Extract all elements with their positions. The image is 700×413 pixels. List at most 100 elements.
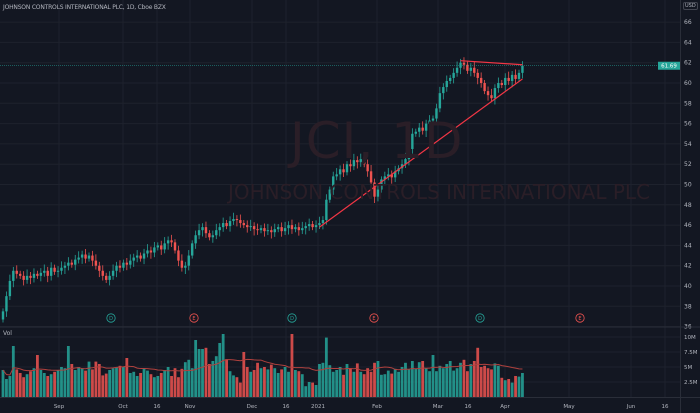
candle: [101, 270, 104, 276]
candle: [184, 265, 187, 268]
currency-button[interactable]: USD: [683, 2, 698, 10]
candle: [469, 67, 473, 71]
volume-bar: [238, 382, 242, 397]
volume-bar: [194, 340, 198, 397]
volume-bar: [152, 377, 156, 397]
volume-bar: [149, 374, 153, 397]
volume-bar: [204, 347, 208, 397]
candle: [342, 169, 345, 173]
candle: [201, 227, 204, 231]
volume-bar: [190, 368, 194, 397]
price-tick-label: 54: [684, 141, 692, 148]
candle: [111, 270, 115, 276]
volume-bar: [510, 382, 514, 397]
volume-bar: [407, 369, 411, 397]
volume-bar: [263, 367, 266, 397]
volume-bar: [1, 370, 5, 397]
volume-bar: [49, 374, 53, 397]
volume-bar: [300, 374, 304, 397]
volume-bar: [448, 361, 452, 397]
volume-bar: [245, 367, 249, 397]
candle: [25, 275, 29, 280]
candle: [359, 159, 362, 163]
volume-bar: [197, 349, 201, 397]
volume-bar: [66, 346, 70, 397]
candle: [12, 270, 15, 281]
candle: [49, 267, 53, 276]
volume-bar: [373, 362, 376, 397]
volume-bar: [11, 346, 15, 397]
price-tick-label: 50: [684, 182, 692, 189]
volume-bar: [338, 367, 342, 397]
candle: [122, 262, 125, 268]
candle: [352, 160, 356, 167]
time-axis-label: 16: [662, 404, 669, 410]
volume-bar: [91, 369, 94, 397]
candle: [497, 83, 500, 89]
dividend-event-icon[interactable]: [475, 313, 485, 323]
volume-bar: [39, 370, 43, 397]
time-axis-label: Oct: [118, 404, 128, 410]
volume-bar: [349, 368, 352, 397]
earnings-event-icon[interactable]: [369, 313, 379, 323]
candle: [449, 77, 452, 81]
candle: [479, 77, 483, 83]
candle: [510, 74, 514, 81]
candle: [80, 254, 84, 258]
time-axis-label: Feb: [372, 404, 382, 410]
volume-bar: [252, 370, 256, 397]
candle: [163, 243, 166, 250]
dividend-event-icon[interactable]: [106, 313, 116, 323]
candle: [283, 228, 287, 232]
candle: [442, 87, 445, 94]
volume-bar: [63, 368, 67, 397]
volume-bar: [201, 349, 204, 397]
volume-bar: [276, 373, 280, 397]
volume-bar: [304, 386, 308, 397]
volume-bar: [441, 368, 445, 397]
volume-bar: [445, 364, 449, 397]
earnings-event-icon[interactable]: [575, 313, 585, 323]
trendline[interactable]: [319, 78, 523, 228]
candle: [466, 64, 469, 71]
candle: [36, 273, 39, 276]
trendline[interactable]: [460, 60, 523, 66]
volume-bar: [177, 377, 180, 397]
candle: [191, 243, 194, 256]
candle: [307, 224, 311, 227]
volume-bar: [290, 334, 294, 397]
volume-bar: [77, 367, 81, 397]
volume-bar: [170, 376, 173, 397]
volume-bar: [483, 365, 486, 397]
dividend-event-icon[interactable]: [287, 313, 297, 323]
candle: [311, 224, 314, 228]
volume-bar: [414, 368, 418, 397]
candle: [473, 67, 476, 73]
volume-bar: [435, 371, 438, 397]
candle: [252, 226, 256, 230]
volume-ma-line: [2, 358, 523, 376]
candle: [390, 174, 393, 178]
candle: [297, 227, 301, 231]
time-axis-label: Jun: [626, 404, 636, 410]
volume-bar: [490, 369, 493, 397]
candle: [187, 255, 190, 266]
volume-bar: [479, 367, 483, 397]
candle: [153, 247, 156, 253]
candle: [53, 267, 56, 272]
candle: [146, 250, 149, 254]
volume-bar: [46, 376, 50, 397]
event-label: E: [372, 316, 375, 322]
price-tick-label: 52: [684, 161, 692, 168]
volume-bar: [335, 370, 339, 397]
volume-bar: [428, 371, 431, 397]
volume-bar: [417, 362, 421, 397]
volume-bar: [269, 364, 273, 397]
candle: [490, 95, 493, 99]
earnings-event-icon[interactable]: [189, 313, 199, 323]
volume-bar: [331, 371, 335, 397]
candle: [135, 255, 139, 258]
volume-bar: [84, 370, 87, 397]
candle: [277, 227, 280, 230]
